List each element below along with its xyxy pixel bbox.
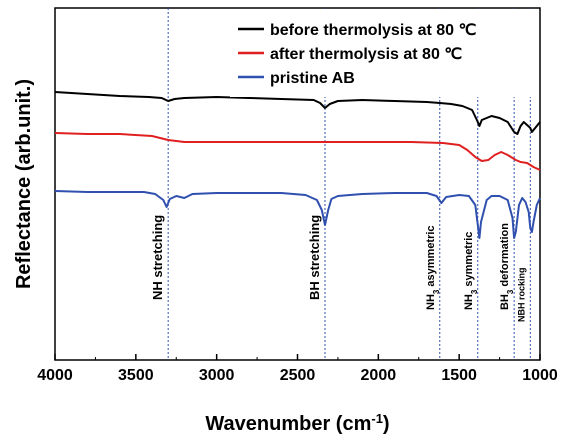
annotation-label: NH stretching: [150, 215, 165, 300]
series-line-2: [54, 132, 541, 171]
x-tick-label: 3000: [199, 367, 235, 384]
series-line-1: [54, 91, 541, 135]
x-tick-label: 1000: [522, 367, 558, 384]
x-axis-title: Wavenumber (cm-1): [205, 411, 389, 436]
annotation-label: BH3 deformation: [499, 223, 514, 310]
annotation-label: NH3 symmetric: [463, 232, 479, 310]
annotation-label: NBH rocking: [516, 267, 526, 322]
annotation-label: BH stretching: [307, 215, 322, 300]
x-tick-label: 2000: [361, 367, 397, 384]
x-tick-label: 1500: [441, 367, 477, 384]
x-tick-label: 2500: [280, 367, 316, 384]
y-axis-title: Reflectance (arb.unit.): [13, 79, 35, 289]
x-tick-label: 3500: [118, 367, 154, 384]
annotation-label: NH3 asymmetric: [425, 225, 441, 310]
x-tick-label: 4000: [37, 367, 73, 384]
legend-box: [230, 9, 536, 97]
series-line-3: [54, 190, 541, 239]
legend-label: after thermolysis at 80 ℃: [270, 46, 462, 63]
legend-label: before thermolysis at 80 ℃: [270, 22, 477, 39]
legend-label: pristine AB: [270, 70, 355, 87]
